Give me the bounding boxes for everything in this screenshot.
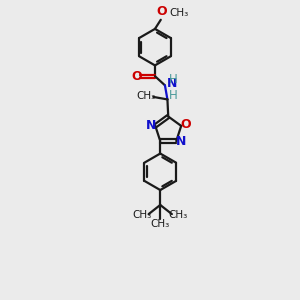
Text: CH₃: CH₃ bbox=[169, 210, 188, 220]
Text: N: N bbox=[176, 135, 186, 148]
Text: O: O bbox=[181, 118, 191, 131]
Text: CH₃: CH₃ bbox=[133, 210, 152, 220]
Text: O: O bbox=[156, 5, 167, 18]
Text: O: O bbox=[131, 70, 142, 83]
Text: CH₃: CH₃ bbox=[151, 219, 170, 230]
Text: CH₃: CH₃ bbox=[169, 8, 189, 19]
Text: N: N bbox=[146, 118, 156, 132]
Text: CH₃: CH₃ bbox=[137, 91, 156, 100]
Text: N: N bbox=[167, 77, 178, 90]
Text: H: H bbox=[169, 89, 178, 102]
Text: H: H bbox=[169, 74, 178, 86]
